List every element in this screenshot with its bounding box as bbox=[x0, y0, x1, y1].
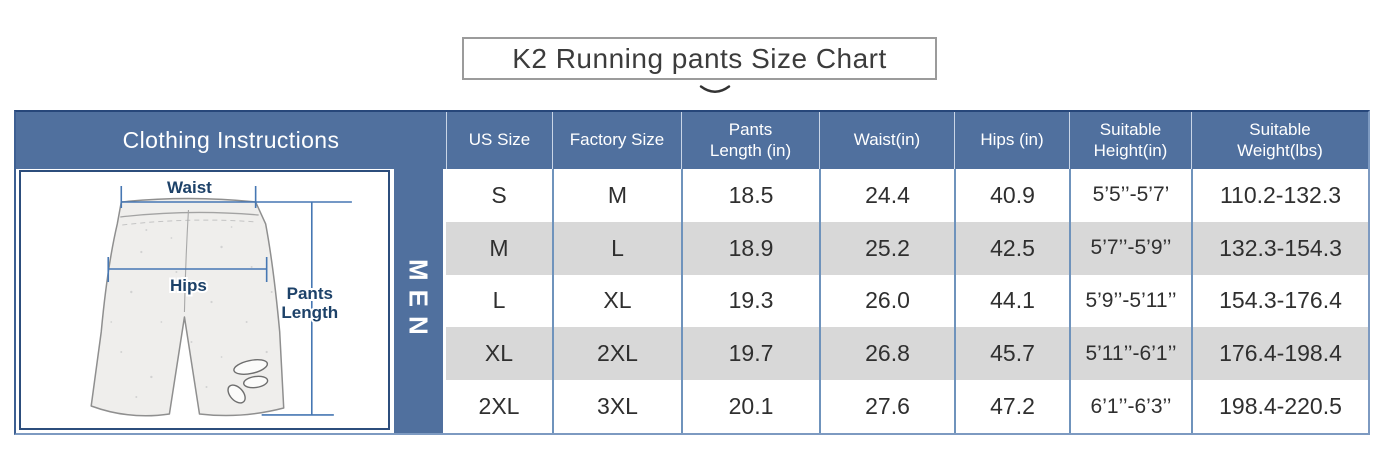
table-cell: XL bbox=[552, 274, 681, 328]
table-cell: 6’1’’-6’3’’ bbox=[1069, 380, 1191, 433]
table-cell: 19.3 bbox=[681, 274, 819, 328]
table-cell: 20.1 bbox=[681, 380, 819, 433]
table-cell: 5’7’’-5’9’’ bbox=[1069, 221, 1191, 275]
table-cell: XL bbox=[446, 327, 552, 381]
table-cell: 18.5 bbox=[681, 169, 819, 222]
pants-length-label-line2: Length bbox=[281, 303, 338, 322]
table-cell: 176.4-198.4 bbox=[1191, 327, 1368, 381]
table-cell: 45.7 bbox=[954, 327, 1069, 381]
hips-label: Hips bbox=[170, 276, 207, 295]
diagram-border-box: Waist Hips Pants Length bbox=[19, 170, 390, 430]
table-cell: 5’9’’-5’11’’ bbox=[1069, 274, 1191, 328]
table-cell: 26.0 bbox=[819, 274, 954, 328]
table-cell: 2XL bbox=[552, 327, 681, 381]
table-cell: 198.4-220.5 bbox=[1191, 380, 1368, 433]
table-cell: 26.8 bbox=[819, 327, 954, 381]
gender-band-label: MEN bbox=[403, 258, 434, 344]
column-header-waist: Waist(in) bbox=[819, 112, 954, 169]
page-title: K2 Running pants Size Chart bbox=[512, 42, 887, 74]
table-cell: L bbox=[446, 274, 552, 328]
table-cell: M bbox=[446, 221, 552, 275]
column-header-us-size: US Size bbox=[446, 112, 552, 169]
fabric-speckle bbox=[110, 226, 273, 398]
table-cell: 3XL bbox=[552, 380, 681, 433]
waist-label: Waist bbox=[167, 178, 212, 197]
shorts-outline bbox=[90, 197, 285, 417]
pants-length-label-line1: Pants bbox=[287, 284, 333, 303]
title-box: K2 Running pants Size Chart bbox=[462, 37, 937, 80]
brand-logo-sketch bbox=[227, 359, 269, 404]
table-cell: 44.1 bbox=[954, 274, 1069, 328]
table-cell: 24.4 bbox=[819, 169, 954, 222]
measurement-diagram-cell: Waist Hips Pants Length bbox=[16, 169, 394, 433]
column-header-pants-length: Pants Length (in) bbox=[681, 112, 819, 169]
header-clothing-instructions-label: Clothing Instructions bbox=[122, 127, 340, 154]
column-header-factory-size: Factory Size bbox=[552, 112, 681, 169]
table-cell: 25.2 bbox=[819, 221, 954, 275]
table-cell: 42.5 bbox=[954, 221, 1069, 275]
table-cell: S bbox=[446, 169, 552, 222]
table-cell: 5’11’’-6’1’’ bbox=[1069, 327, 1191, 381]
size-table: Clothing Instructions US Size Factory Si… bbox=[14, 110, 1370, 435]
table-cell: 154.3-176.4 bbox=[1191, 274, 1368, 328]
measurement-lines bbox=[107, 185, 352, 416]
column-header-suitable-weight: Suitable Weight(lbs) bbox=[1191, 112, 1368, 169]
table-cell: 27.6 bbox=[819, 380, 954, 433]
swoosh-icon bbox=[699, 85, 731, 93]
table-cell: M bbox=[552, 169, 681, 222]
table-cell: 40.9 bbox=[954, 169, 1069, 222]
table-cell: 19.7 bbox=[681, 327, 819, 381]
table-cell: 5’5’’-5’7’ bbox=[1069, 169, 1191, 222]
gender-band-men: MEN bbox=[394, 169, 446, 433]
table-cell: 18.9 bbox=[681, 221, 819, 275]
table-cell: L bbox=[552, 221, 681, 275]
shorts-diagram: Waist Hips Pants Length bbox=[90, 176, 352, 417]
table-cell: 110.2-132.3 bbox=[1191, 169, 1368, 222]
table-cell: 132.3-154.3 bbox=[1191, 221, 1368, 275]
column-header-hips: Hips (in) bbox=[954, 112, 1069, 169]
table-cell: 2XL bbox=[446, 380, 552, 433]
column-header-suitable-height: Suitable Height(in) bbox=[1069, 112, 1191, 169]
table-cell: 47.2 bbox=[954, 380, 1069, 433]
header-clothing-instructions: Clothing Instructions bbox=[16, 112, 446, 169]
